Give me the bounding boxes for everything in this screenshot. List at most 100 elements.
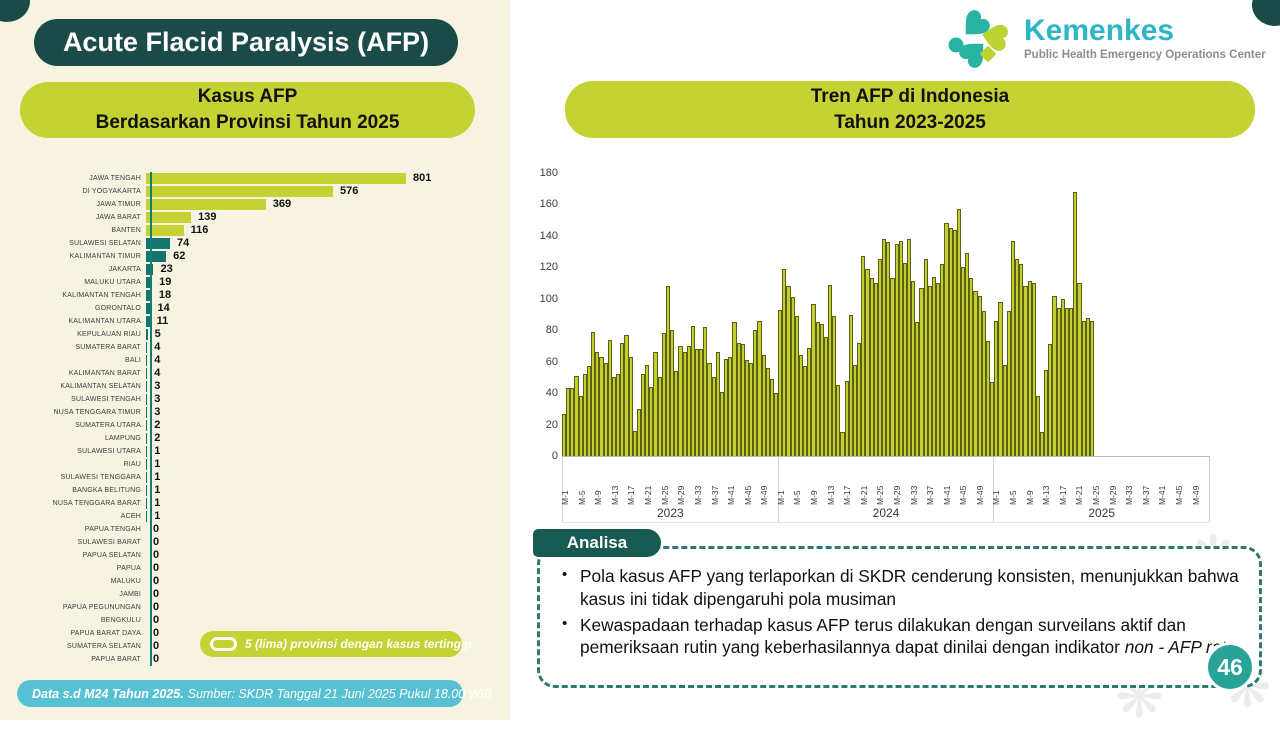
province-bar (146, 303, 151, 314)
province-row: JAWA TENGAH 801 (0, 172, 500, 185)
trend-bar (902, 262, 907, 456)
week-tick-label: M-5 (1007, 490, 1018, 505)
province-bar-area: 5 (146, 329, 500, 340)
trend-bar (1060, 298, 1065, 456)
week-slot (591, 174, 596, 456)
week-slot (803, 174, 808, 456)
week-tick-label: M-21 (858, 485, 869, 505)
week-slot (640, 174, 646, 456)
week-slot (952, 174, 957, 456)
trend-bar (815, 322, 820, 456)
week-slot (1044, 174, 1049, 456)
province-bar (146, 368, 148, 379)
province-row: BENGKULU 0 (0, 614, 500, 627)
province-bar-area: 19 (146, 277, 500, 288)
province-value: 0 (153, 523, 160, 535)
page-title-text: Acute Flacid Paralysis (AFP) (62, 27, 430, 57)
province-value: 4 (154, 354, 161, 366)
trend-bar (582, 374, 587, 456)
week-slot (674, 174, 679, 456)
week-tick-label: M-37 (1140, 485, 1151, 505)
trend-bar (674, 371, 679, 456)
week-tick-label: M-45 (1174, 485, 1185, 505)
trend-bar (927, 286, 932, 456)
week-slot (811, 174, 816, 456)
week-tick-label: M-29 (891, 485, 902, 505)
week-slot (906, 174, 912, 456)
province-value: 5 (154, 328, 161, 340)
week-slot (919, 174, 924, 456)
week-tick-label: M-25 (659, 485, 670, 505)
trend-bar (670, 330, 675, 456)
trend-bar (981, 311, 986, 456)
week-slot (798, 174, 804, 456)
week-slot (636, 174, 641, 456)
week-slot (911, 174, 916, 456)
week-slot (578, 174, 583, 456)
week-slot (969, 174, 974, 456)
province-bar (146, 485, 148, 496)
province-value: 3 (154, 406, 161, 418)
week-slot (931, 174, 937, 456)
week-slot (961, 174, 966, 456)
week-slot (632, 174, 637, 456)
trend-bar (998, 301, 1003, 456)
trend-bar (877, 259, 883, 456)
analisa-bullet-2: Kewaspadaan terhadap kasus AFP terus dil… (554, 614, 1239, 660)
province-bar-area: 0 (146, 537, 500, 548)
page-number: 46 (1217, 653, 1243, 680)
province-bar-area: 139 (146, 212, 500, 223)
province-label: DI YOGYAKARTA (82, 188, 141, 195)
week-slot (844, 174, 849, 456)
province-bar-area: 23 (146, 264, 500, 275)
trend-bar (832, 316, 837, 456)
province-label: MALUKU (110, 578, 141, 585)
province-value: 3 (154, 393, 161, 405)
week-slot (595, 174, 600, 456)
week-slot (728, 174, 733, 456)
province-label: PAPUA (116, 565, 141, 572)
week-tick-label: M-9 (1024, 490, 1035, 505)
left-chart-title: Kasus AFP Berdasarkan Provinsi Tahun 202… (20, 82, 475, 138)
trend-bar (1048, 344, 1053, 456)
week-slot (832, 174, 837, 456)
trend-bar (828, 284, 833, 456)
trend-bar (948, 228, 953, 456)
province-label: PAPUA TENGAH (84, 526, 141, 533)
trend-bar (719, 391, 725, 456)
week-slot (707, 174, 712, 456)
province-row: NUSA TENGGARA TIMUR 3 (0, 406, 500, 419)
province-label: SUMATERA SELATAN (67, 643, 141, 650)
page-number-badge: 46 (1205, 642, 1255, 692)
week-slot (1023, 174, 1028, 456)
trend-bar-chart: M-1 M-5 M-9 M-13 M-17 M-21 M-25 M-29 M-33 M-37 M-4… (532, 165, 1262, 527)
province-value: 0 (153, 588, 160, 600)
province-label: BANTEN (111, 227, 141, 234)
week-tick-label: M-49 (1190, 485, 1201, 505)
province-value: 3 (154, 380, 161, 392)
week-tick-label: M-9 (808, 490, 819, 505)
province-label: SULAWESI SELATAN (69, 240, 141, 247)
province-bar (146, 342, 148, 353)
province-bar (146, 264, 154, 275)
province-bar-area: 11 (146, 316, 500, 327)
province-row: BALI 4 (0, 354, 500, 367)
week-tick-label: M-29 (1107, 485, 1118, 505)
province-row: JAMBI 0 (0, 588, 500, 601)
trend-bar (665, 286, 671, 456)
province-bar (146, 212, 192, 223)
trend-bar (699, 349, 704, 456)
province-value: 0 (153, 653, 160, 665)
trend-bar (994, 320, 999, 456)
analisa-box: Pola kasus AFP yang terlaporkan di SKDR … (537, 546, 1262, 688)
trend-bar (857, 342, 862, 456)
week-tick-label: M-41 (941, 485, 952, 505)
trend-plot-area (562, 174, 1210, 457)
week-slot (990, 174, 995, 456)
province-bar-area: 369 (146, 199, 500, 210)
province-bar (146, 290, 152, 301)
week-slot (715, 174, 720, 456)
week-slot (1027, 174, 1032, 456)
trend-bar (911, 281, 916, 456)
province-bar (146, 277, 153, 288)
